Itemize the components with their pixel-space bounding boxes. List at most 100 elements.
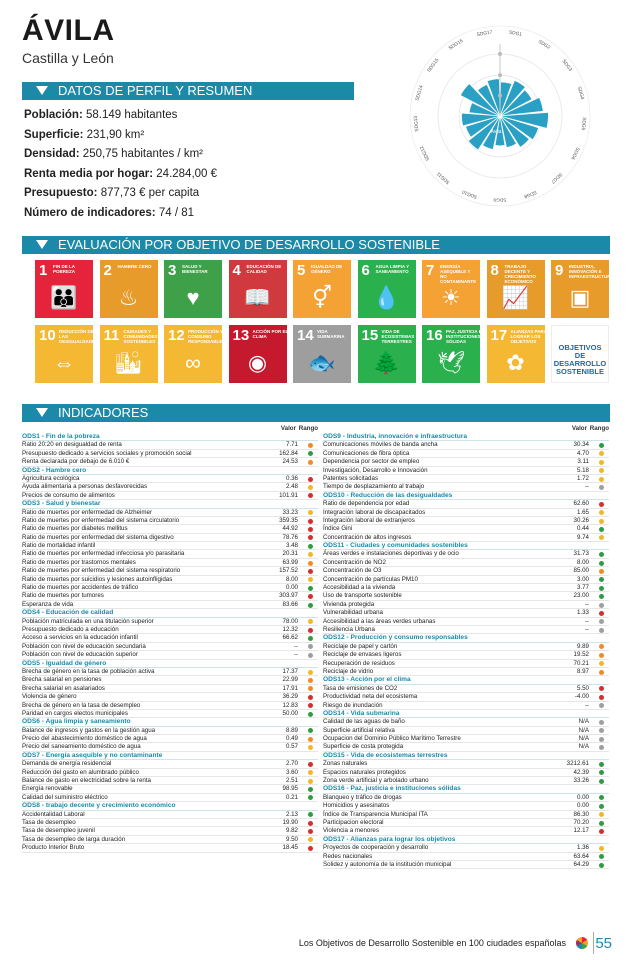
ods-tile-number: 10 [39, 327, 56, 344]
rank-dot-icon [308, 443, 313, 449]
indicator-row: Homicidios y asesinatos 0.00 [323, 802, 609, 811]
rank-dot-icon [308, 787, 313, 793]
rank-dot-icon [308, 568, 313, 574]
indicator-name: Esperanza de vida [22, 600, 74, 608]
ods-tile-label: Ciudades y comunidades sostenibles [123, 329, 158, 344]
rank-dot-icon [308, 619, 313, 625]
indicator-row: Población matriculada en una titulación … [22, 618, 318, 626]
rose-wedge [467, 115, 501, 151]
rank-dot-icon [599, 703, 604, 709]
ods-tile-2: 2 Hambre cero ♨ [99, 260, 158, 318]
profile-row-population: Población: 58.149 habitantes [24, 106, 217, 126]
ods-tile-5: 5 Igualdad de género ⚥ [293, 260, 351, 318]
rank-dot-icon [599, 745, 604, 751]
indicator-value: 1.72 [576, 474, 589, 482]
ods-tile-number: 5 [297, 262, 306, 279]
rank-dot-icon [599, 644, 604, 650]
indicator-name: Tiempo de desplazamiento al trabajo [323, 483, 425, 491]
rank-dot-icon [599, 560, 604, 566]
ods-tile-number: 14 [297, 327, 314, 344]
rose-wedge [499, 97, 544, 117]
indicator-row: Superficie artificial relativa N/A [323, 727, 609, 736]
rank-dot-icon [599, 594, 604, 600]
rank-dot-icon [308, 627, 313, 633]
indicator-name: Demanda de energía residencial [22, 760, 112, 768]
ods-tile-number: 13 [232, 327, 250, 344]
family-icon: 👪 [50, 285, 78, 310]
ods-tile-label: Trabajo decente y crecimiento económico [504, 264, 536, 284]
rank-dot-icon [308, 795, 313, 801]
indicator-row: Balance de ingresos y gastos en la gesti… [22, 727, 318, 736]
indicator-row: Reciclaje de vidrio 8.97 [323, 668, 609, 677]
indicator-row: Ayuda alimentaria a personas desfavoreci… [22, 483, 318, 492]
indicator-name: Resiliencia Urbana [323, 625, 375, 633]
sun-icon: ☀ [441, 285, 461, 310]
ods-tile-label: Energía asequible y no contaminante [440, 264, 477, 284]
indicator-name: Ratio de muertes por tumores [22, 592, 104, 600]
rank-dot-icon [599, 501, 604, 507]
rose-spoke-label: SDG6 [569, 146, 580, 161]
indicator-value: 36.29 [282, 693, 298, 701]
indicator-name: Violencia a menores [323, 827, 379, 835]
indicator-goal-header: ODS17 - Alianzas para lograr los objetiv… [323, 836, 609, 845]
indicator-value: 12.17 [573, 827, 589, 835]
indicator-name: Precio del saneamiento doméstico de agua [22, 743, 141, 751]
indicator-row: Paridad en cargos electos municipales 50.… [22, 709, 318, 719]
indicator-value: 78.00 [282, 617, 298, 625]
rose-wedge [499, 115, 517, 148]
indicator-value: 30.34 [573, 441, 589, 449]
rose-center-label: Ávila [491, 128, 502, 135]
profile-value: 250,75 habitantes / km² [82, 148, 203, 160]
indicator-value: 3.00 [576, 575, 589, 583]
rank-dot-icon [308, 636, 313, 642]
rank-dot-icon [599, 476, 604, 482]
rose-wedge [499, 115, 530, 148]
indicator-name: Accesibilidad a las áreas verdes urbanas [323, 617, 436, 625]
indicator-value: 19.52 [573, 651, 589, 659]
indicator-row: Productividad neta del ecosistema -4.00 [323, 693, 609, 702]
profile-row-indicators: Número de indicadores: 74 / 81 [24, 204, 217, 224]
ods-tile-11: 11 Ciudades y comunidades sostenibles 🏙 [99, 325, 158, 383]
profile-label: Presupuesto: [24, 187, 98, 199]
indicator-value: 62.60 [573, 500, 589, 508]
indicator-goal-header: ODS14 - Vida submarina [323, 710, 609, 719]
indicator-name: Tasa de desempleo de larga duración [22, 835, 126, 843]
ods-tile-number: 3 [168, 262, 177, 279]
indicator-name: Acceso a servicios en la educación infan… [22, 634, 138, 642]
rose-spoke-label: SDG12 [419, 145, 432, 162]
rose-wedge [499, 112, 549, 129]
sdg-wheel-icon [576, 937, 588, 949]
rank-dot-icon [308, 652, 313, 658]
rose-spoke-label: SDG17 [476, 29, 493, 38]
indicator-value: 303.97 [279, 592, 298, 600]
indicator-name: Ayuda alimentaria a personas desfavoreci… [22, 483, 148, 491]
indicator-value: 9.82 [285, 827, 298, 835]
city-region: Castilla y León [22, 50, 114, 66]
indicator-value: 1.65 [576, 508, 589, 516]
eye-icon: ◉ [247, 350, 268, 375]
rose-axis-dot [498, 52, 502, 56]
rank-dot-icon [599, 829, 604, 835]
ods-tile-label: Salud y bienestar [182, 264, 208, 274]
rose-spoke-label: SDG5 [580, 117, 587, 131]
rank-dot-icon [308, 686, 313, 692]
indicator-value: 5.50 [576, 684, 589, 692]
indicator-name: Índice Gini [323, 525, 353, 533]
indicator-name: Balance de gasto en electricidad sobre l… [22, 777, 151, 785]
triangle-down-icon [36, 408, 48, 418]
rose-spoke-label: SDG4 [576, 86, 585, 101]
ods-logo-text: DE DESARROLLO [553, 351, 607, 368]
rank-dot-icon [599, 803, 604, 809]
indicator-row: Población con nivel de educación secunda… [22, 643, 318, 652]
rank-dot-icon [308, 602, 313, 608]
indicator-row: Integración laboral de discapacitados 1.6… [323, 509, 609, 517]
indicator-name: Paridad en cargos electos municipales [22, 709, 128, 717]
indicator-row: Dependencia por sector de empleo 3.11 [323, 458, 609, 467]
rank-dot-icon [308, 535, 313, 541]
indicator-value: 63.99 [282, 558, 298, 566]
evaluation-section-header: EVALUACIÓN POR OBJETIVO DE DESARROLLO SO… [22, 236, 610, 254]
indicator-value: -- [584, 617, 589, 625]
indicator-value: 18.45 [282, 844, 298, 852]
rank-dot-icon [308, 669, 313, 675]
profile-row-density: Densidad: 250,75 habitantes / km² [24, 145, 217, 165]
